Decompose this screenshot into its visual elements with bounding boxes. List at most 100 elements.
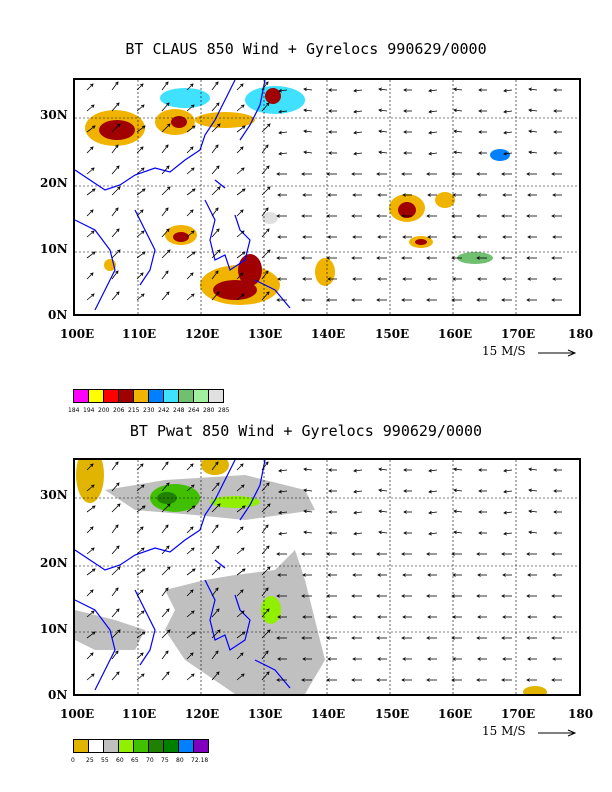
wind-vector-head: [553, 151, 557, 155]
wind-vector: [261, 608, 270, 618]
wind-vector: [111, 608, 120, 618]
wind-vector: [161, 123, 171, 133]
wind-vector-head: [240, 209, 244, 213]
wind-vector-head: [478, 468, 482, 472]
wind-vector: [378, 130, 388, 133]
wind-vector-head: [352, 657, 356, 661]
wind-vector: [136, 547, 145, 555]
wind-vector: [211, 207, 219, 217]
wind-vector: [503, 532, 513, 535]
wind-vector: [186, 652, 194, 660]
wind-vector: [278, 89, 288, 92]
wind-vector: [111, 228, 120, 238]
wind-vector: [111, 165, 120, 175]
wind-vector: [261, 144, 269, 154]
wind-vector-head: [278, 531, 282, 536]
wind-vector: [236, 589, 244, 597]
wind-vector: [136, 167, 145, 175]
wind-vector-head: [267, 186, 271, 190]
wind-vector-head: [216, 482, 220, 487]
wind-vector-head: [477, 573, 481, 577]
wind-vector-head: [190, 589, 194, 593]
wind-vector-head: [553, 510, 557, 514]
bottom-colorbar-labels: 0 25 55 60 65 70 75 80 72.18: [71, 757, 208, 764]
wind-vector: [86, 104, 95, 112]
wind-vector: [236, 272, 244, 280]
wind-vector-head: [528, 150, 532, 155]
wind-vector-head: [240, 484, 245, 488]
wind-vector: [161, 249, 171, 259]
wind-vector: [136, 146, 144, 154]
wind-vector-head: [377, 277, 381, 281]
top-colorbar-swatch: [73, 389, 89, 403]
wind-vector-head: [453, 488, 457, 493]
wind-vector-head: [327, 573, 331, 577]
wind-vector-head: [353, 88, 357, 93]
wind-vector: [111, 249, 121, 259]
wind-vector-head: [140, 146, 144, 150]
wind-vector: [453, 468, 463, 471]
wind-vector-head: [241, 568, 246, 572]
wind-vector: [236, 652, 244, 660]
wind-vector-head: [90, 104, 95, 108]
wind-vector-head: [328, 468, 332, 472]
wind-vector: [261, 629, 271, 639]
wind-vector-head: [140, 673, 145, 677]
wind-vector: [278, 532, 288, 535]
wind-vector-head: [401, 636, 405, 640]
wind-vector-head: [215, 524, 219, 529]
wind-vector: [86, 589, 94, 597]
wind-vector-head: [165, 144, 169, 149]
wind-vector-head: [503, 468, 507, 473]
wind-vector: [378, 151, 388, 154]
wind-vector-head: [403, 468, 407, 472]
wind-vector-head: [140, 230, 145, 234]
wind-vector-head: [90, 652, 94, 656]
wind-vector-head: [378, 150, 382, 155]
wind-vector: [428, 110, 438, 113]
top-x-tick-130e: 130E: [248, 327, 283, 341]
wind-vector: [186, 568, 196, 576]
wind-vector: [161, 291, 170, 301]
wind-vector-head: [140, 610, 145, 614]
wind-vector-head: [476, 256, 480, 260]
wind-vector-head: [265, 650, 269, 655]
wind-vector: [136, 526, 144, 534]
wind-vector: [161, 503, 171, 513]
wind-vector-head: [353, 468, 357, 473]
wind-vector: [236, 568, 246, 576]
wind-vector: [261, 81, 269, 91]
bottom-colorbar-swatch: [88, 739, 104, 753]
wind-vector: [161, 587, 169, 597]
wind-vector-head: [140, 526, 144, 530]
wind-vector: [236, 484, 245, 492]
wind-vector: [186, 188, 196, 196]
wind-vector-head: [428, 510, 432, 515]
top-colorbar-swatch: [163, 389, 179, 403]
wind-vector-head: [91, 125, 96, 129]
bottom-colorbar-label: 65: [131, 757, 139, 764]
wind-vector-head: [140, 272, 144, 276]
top-x-tick-180: 180: [568, 327, 594, 341]
wind-vector: [353, 89, 363, 92]
wind-vector: [261, 482, 270, 492]
wind-vector-head: [377, 235, 381, 239]
wind-vector: [161, 629, 171, 639]
wind-vector-head: [353, 531, 357, 536]
wind-vector-head: [90, 272, 94, 276]
wind-vector-head: [478, 88, 482, 92]
wind-vector-head: [476, 298, 480, 302]
wind-vector-head: [477, 657, 481, 661]
wind-vector-head: [527, 277, 531, 281]
wind-vector-head: [353, 489, 357, 494]
wind-vector-head: [552, 615, 556, 619]
wind-vector-head: [452, 657, 456, 661]
wind-vector-head: [191, 631, 196, 635]
wind-vector-head: [216, 608, 220, 613]
wind-vector-head: [303, 108, 307, 113]
bottom-x-tick-160e: 160E: [438, 707, 473, 721]
wind-vector: [186, 104, 195, 112]
wind-vector: [136, 463, 144, 471]
wind-vector-head: [167, 123, 171, 127]
wind-vector-head: [553, 531, 557, 535]
